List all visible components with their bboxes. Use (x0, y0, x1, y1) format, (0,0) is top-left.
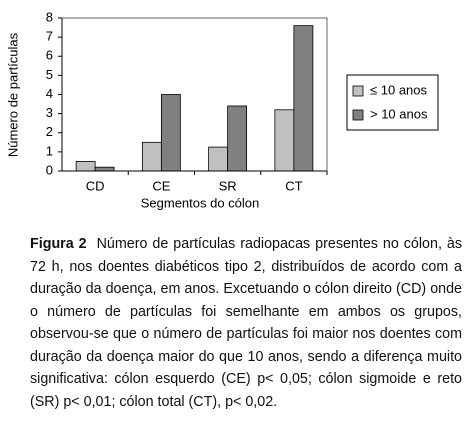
bar (160, 94, 181, 172)
legend-swatch (352, 109, 364, 121)
legend-label: ≤ 10 anos (370, 82, 428, 97)
plot-frame (61, 17, 328, 172)
y-tick-label: 8 (46, 9, 53, 24)
caption-text: Número de partículas radiopacas presente… (30, 236, 462, 410)
bar (293, 25, 314, 172)
legend-box (346, 74, 439, 131)
y-axis-label: Número de partículas (5, 32, 20, 157)
y-tick-label: 2 (46, 124, 53, 139)
legend-swatch (352, 85, 364, 97)
chart: Número de partículas Segmentos do cólon … (5, 9, 439, 210)
y-tick-label: 7 (46, 29, 53, 44)
x-tick-label: CD (86, 178, 105, 193)
caption: Figura 2 Número de partículas radiopacas … (30, 233, 462, 413)
bar (208, 146, 229, 172)
x-axis-label: Segmentos do cólon (141, 195, 260, 210)
legend-label: > 10 anos (370, 106, 428, 121)
y-tick-label: 3 (46, 105, 53, 120)
x-tick-label: CT (285, 178, 302, 193)
bar (274, 109, 295, 172)
bar (227, 105, 248, 172)
x-tick-label: SR (219, 178, 237, 193)
y-tick-label: 0 (46, 162, 53, 177)
y-tick-label: 4 (46, 86, 53, 101)
bar (141, 141, 162, 172)
bar (75, 161, 96, 172)
y-tick-label: 5 (46, 67, 53, 82)
y-tick-label: 1 (46, 143, 53, 158)
caption-label: Figura 2 (30, 236, 87, 252)
bar (94, 166, 115, 172)
y-tick-label: 6 (46, 48, 53, 63)
x-tick-label: CE (152, 178, 170, 193)
